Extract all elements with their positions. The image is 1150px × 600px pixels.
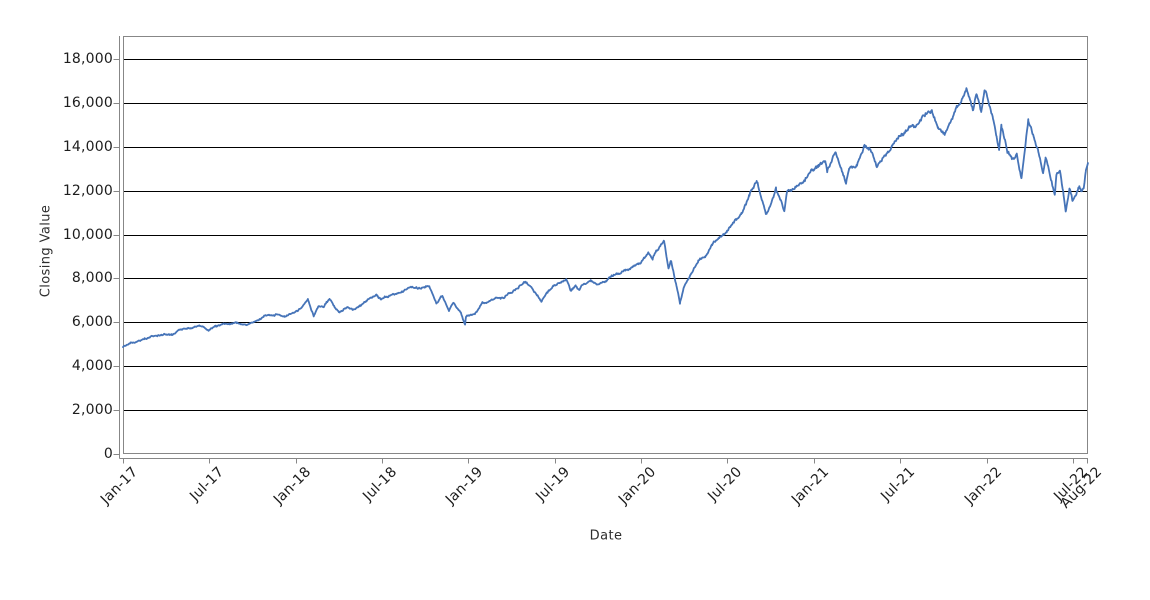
y-tick-label: 18,000	[62, 51, 113, 67]
y-tick-label: 16,000	[62, 94, 113, 111]
x-axis-title: Date	[589, 528, 623, 544]
price-line-series	[122, 87, 1089, 348]
y-tick-label: 14,000	[62, 138, 113, 155]
y-tick-label: 2,000	[71, 402, 113, 419]
y-tick-label: 8,000	[71, 270, 113, 287]
y-tick-label: 10,000	[62, 226, 113, 243]
y-tick-label: 0	[103, 446, 113, 462]
y-tick-label: 6,000	[71, 314, 113, 331]
y-tick-label: 4,000	[71, 358, 113, 375]
y-tick-label: 12,000	[62, 182, 113, 199]
plot-border	[122, 35, 1089, 455]
